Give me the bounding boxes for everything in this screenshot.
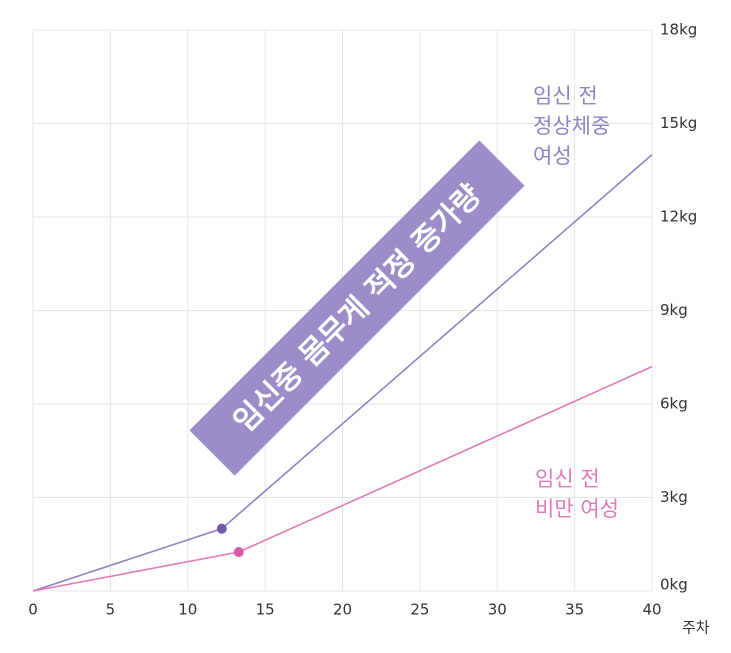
x-tick-label: 5 bbox=[106, 601, 116, 619]
series-label: 임신 전 bbox=[533, 84, 598, 108]
x-axis-label: 주차 bbox=[682, 619, 710, 637]
y-tick-label: 12kg bbox=[660, 208, 697, 226]
series-label: 여성 bbox=[533, 144, 572, 168]
y-tick-label: 6kg bbox=[660, 395, 688, 413]
series-label: 비만 여성 bbox=[535, 497, 619, 521]
series-label: 임신 전 bbox=[535, 467, 600, 491]
x-tick-label: 0 bbox=[28, 601, 38, 619]
point bbox=[233, 547, 244, 558]
x-tick-label: 25 bbox=[410, 601, 429, 619]
y-tick-label: 9kg bbox=[660, 301, 688, 319]
banner bbox=[189, 140, 525, 476]
y-tick-label: 0kg bbox=[660, 576, 688, 594]
series-label: 정상체중 bbox=[533, 114, 610, 138]
x-tick-label: 40 bbox=[642, 601, 661, 619]
y-tick-label: 18kg bbox=[660, 21, 697, 39]
x-tick-label: 20 bbox=[333, 601, 352, 619]
y-tick-label: 15kg bbox=[660, 114, 697, 132]
x-tick-label: 35 bbox=[565, 601, 584, 619]
x-tick-label: 10 bbox=[178, 601, 197, 619]
x-tick-label: 15 bbox=[256, 601, 275, 619]
x-tick-label: 30 bbox=[488, 601, 507, 619]
y-tick-label: 3kg bbox=[660, 488, 688, 506]
point bbox=[216, 523, 227, 534]
banner-group: 임신중 몸무게 적정 증가량 bbox=[189, 140, 525, 476]
